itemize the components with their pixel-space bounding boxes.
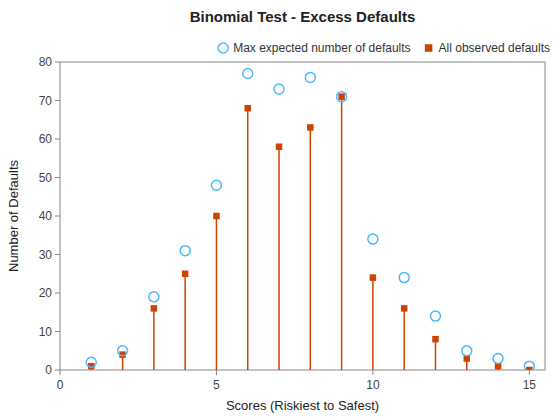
marker bbox=[524, 361, 534, 370]
tick-label: 0 bbox=[57, 378, 64, 392]
marker bbox=[86, 357, 96, 367]
marker bbox=[243, 69, 253, 79]
plot-frame bbox=[60, 62, 545, 370]
tick-label: 10 bbox=[39, 325, 53, 339]
stem bbox=[435, 339, 437, 370]
x-axis-label: Scores (Riskiest to Safest) bbox=[226, 398, 379, 413]
marker bbox=[277, 144, 282, 149]
tick-label: 5 bbox=[213, 378, 220, 392]
tick bbox=[60, 370, 61, 375]
marker bbox=[214, 214, 219, 219]
marker bbox=[339, 94, 344, 99]
tick bbox=[55, 331, 60, 332]
tick-label: 0 bbox=[45, 363, 52, 377]
stem bbox=[153, 308, 155, 370]
tick bbox=[216, 370, 217, 375]
stem bbox=[403, 308, 405, 370]
marker bbox=[211, 180, 221, 190]
tick bbox=[55, 139, 60, 140]
marker bbox=[274, 84, 284, 94]
marker bbox=[245, 106, 250, 111]
marks bbox=[86, 69, 534, 370]
marker bbox=[496, 364, 501, 369]
marker bbox=[218, 43, 228, 53]
legend-label: Max expected number of defaults bbox=[233, 41, 410, 55]
stem bbox=[278, 147, 280, 370]
tick-label: 10 bbox=[366, 378, 380, 392]
marker bbox=[180, 246, 190, 256]
marker bbox=[493, 353, 503, 363]
tick-label: 80 bbox=[39, 55, 53, 69]
tick bbox=[529, 370, 530, 375]
stem bbox=[216, 216, 218, 370]
stem bbox=[247, 108, 249, 370]
stem bbox=[310, 127, 312, 370]
marker bbox=[183, 271, 188, 276]
tick bbox=[372, 370, 373, 375]
tick bbox=[55, 293, 60, 294]
legend-item: Max expected number of defaults bbox=[218, 41, 410, 55]
tick bbox=[55, 216, 60, 217]
marker bbox=[402, 306, 407, 311]
marker bbox=[462, 346, 472, 356]
tick-label: 70 bbox=[39, 94, 53, 108]
stem bbox=[341, 97, 343, 370]
marker bbox=[527, 368, 532, 371]
legend-item: All observed defaults bbox=[426, 41, 550, 55]
marker bbox=[433, 337, 438, 342]
chart: Binomial Test - Excess Defaults 0 10 20 30 40… bbox=[0, 0, 560, 420]
marker bbox=[305, 72, 315, 82]
marker bbox=[399, 273, 409, 283]
stem bbox=[372, 278, 374, 370]
marker bbox=[118, 346, 128, 356]
title: Binomial Test - Excess Defaults bbox=[190, 8, 416, 25]
marker bbox=[149, 292, 159, 302]
stem bbox=[184, 274, 186, 370]
tick bbox=[55, 177, 60, 178]
tick-label: 50 bbox=[39, 171, 53, 185]
series bbox=[89, 94, 532, 370]
tick bbox=[55, 370, 60, 371]
y-axis-label: Number of Defaults bbox=[6, 160, 21, 272]
tick bbox=[55, 62, 60, 63]
legend-label: All observed defaults bbox=[439, 41, 550, 55]
tick-label: 40 bbox=[39, 209, 53, 223]
tick-label: 30 bbox=[39, 248, 53, 262]
tick bbox=[55, 100, 60, 101]
marker bbox=[308, 125, 313, 130]
marker bbox=[337, 92, 347, 102]
marker bbox=[151, 306, 156, 311]
marker bbox=[368, 234, 378, 244]
tick-label: 20 bbox=[39, 286, 53, 300]
marker bbox=[430, 311, 440, 321]
tick-label: 15 bbox=[523, 378, 537, 392]
marker bbox=[426, 45, 432, 51]
tick bbox=[55, 254, 60, 255]
legend: Max expected number of defaults All obser… bbox=[218, 41, 550, 55]
marker bbox=[370, 275, 375, 280]
tick-label: 60 bbox=[39, 132, 53, 146]
series bbox=[86, 69, 534, 370]
marker bbox=[464, 356, 469, 361]
